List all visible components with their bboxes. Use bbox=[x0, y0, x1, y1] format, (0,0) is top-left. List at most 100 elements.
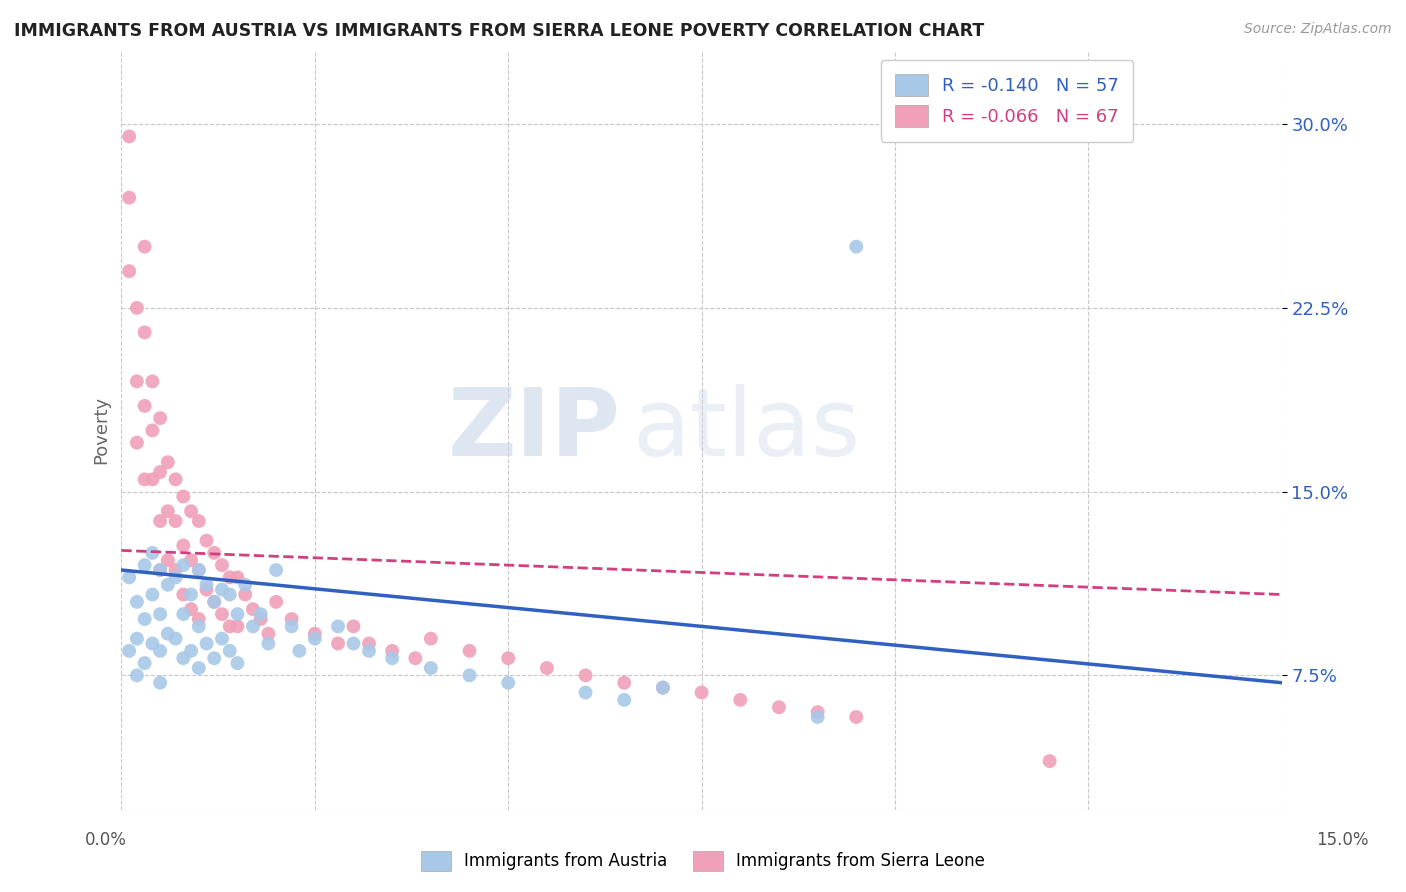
Point bbox=[249, 607, 271, 621]
Point bbox=[226, 607, 249, 621]
Point bbox=[180, 644, 202, 658]
Legend: Immigrants from Austria, Immigrants from Sierra Leone: Immigrants from Austria, Immigrants from… bbox=[413, 842, 993, 880]
Point bbox=[202, 546, 225, 560]
Point bbox=[149, 675, 172, 690]
Point bbox=[156, 626, 179, 640]
Point bbox=[125, 435, 148, 450]
Point bbox=[172, 558, 194, 573]
Y-axis label: Poverty: Poverty bbox=[93, 396, 110, 465]
Point bbox=[226, 656, 249, 670]
Point bbox=[187, 619, 209, 633]
Point bbox=[242, 619, 264, 633]
Point bbox=[118, 191, 141, 205]
Point bbox=[165, 514, 187, 528]
Point bbox=[690, 685, 713, 699]
Point bbox=[218, 588, 240, 602]
Point bbox=[249, 612, 271, 626]
Point bbox=[156, 504, 179, 518]
Point bbox=[187, 563, 209, 577]
Point bbox=[149, 563, 172, 577]
Point bbox=[141, 375, 163, 389]
Point bbox=[574, 685, 596, 699]
Point bbox=[728, 693, 751, 707]
Point bbox=[257, 626, 280, 640]
Point bbox=[326, 619, 349, 633]
Point bbox=[264, 563, 287, 577]
Text: atlas: atlas bbox=[631, 384, 860, 476]
Legend: R = -0.140   N = 57, R = -0.066   N = 67: R = -0.140 N = 57, R = -0.066 N = 67 bbox=[880, 60, 1133, 142]
Point bbox=[118, 570, 141, 584]
Point bbox=[202, 595, 225, 609]
Point bbox=[134, 326, 156, 340]
Point bbox=[357, 644, 380, 658]
Point bbox=[141, 588, 163, 602]
Point bbox=[357, 636, 380, 650]
Point bbox=[845, 710, 868, 724]
Point bbox=[141, 636, 163, 650]
Point bbox=[218, 570, 240, 584]
Text: IMMIGRANTS FROM AUSTRIA VS IMMIGRANTS FROM SIERRA LEONE POVERTY CORRELATION CHAR: IMMIGRANTS FROM AUSTRIA VS IMMIGRANTS FR… bbox=[14, 22, 984, 40]
Point bbox=[172, 588, 194, 602]
Point bbox=[218, 619, 240, 633]
Point bbox=[280, 612, 302, 626]
Point bbox=[211, 558, 233, 573]
Point bbox=[342, 619, 364, 633]
Point bbox=[149, 563, 172, 577]
Point bbox=[134, 240, 156, 254]
Point bbox=[288, 644, 311, 658]
Text: 0.0%: 0.0% bbox=[84, 831, 127, 849]
Point bbox=[211, 582, 233, 597]
Point bbox=[651, 681, 673, 695]
Point bbox=[257, 636, 280, 650]
Point bbox=[233, 578, 256, 592]
Point bbox=[134, 558, 156, 573]
Point bbox=[149, 465, 172, 479]
Point bbox=[180, 504, 202, 518]
Point bbox=[404, 651, 426, 665]
Point bbox=[172, 490, 194, 504]
Point bbox=[807, 710, 830, 724]
Point bbox=[242, 602, 264, 616]
Point bbox=[202, 595, 225, 609]
Point bbox=[419, 632, 441, 646]
Point bbox=[211, 632, 233, 646]
Point bbox=[574, 668, 596, 682]
Point bbox=[125, 668, 148, 682]
Point bbox=[458, 668, 481, 682]
Point bbox=[118, 129, 141, 144]
Point bbox=[768, 700, 790, 714]
Point bbox=[125, 375, 148, 389]
Point bbox=[134, 612, 156, 626]
Point bbox=[218, 644, 240, 658]
Point bbox=[149, 644, 172, 658]
Point bbox=[165, 472, 187, 486]
Point bbox=[134, 399, 156, 413]
Point bbox=[125, 632, 148, 646]
Point bbox=[125, 595, 148, 609]
Point bbox=[125, 301, 148, 315]
Point bbox=[202, 651, 225, 665]
Point bbox=[195, 578, 218, 592]
Point bbox=[613, 675, 636, 690]
Point bbox=[845, 240, 868, 254]
Point bbox=[165, 632, 187, 646]
Point bbox=[195, 533, 218, 548]
Point bbox=[233, 588, 256, 602]
Point bbox=[134, 656, 156, 670]
Point bbox=[280, 619, 302, 633]
Point bbox=[172, 539, 194, 553]
Point bbox=[187, 514, 209, 528]
Point bbox=[165, 570, 187, 584]
Point bbox=[264, 595, 287, 609]
Point bbox=[419, 661, 441, 675]
Point bbox=[180, 588, 202, 602]
Point bbox=[172, 651, 194, 665]
Text: 15.0%: 15.0% bbox=[1316, 831, 1369, 849]
Text: ZIP: ZIP bbox=[447, 384, 620, 476]
Point bbox=[118, 644, 141, 658]
Point bbox=[226, 619, 249, 633]
Point bbox=[1039, 754, 1062, 768]
Point bbox=[651, 681, 673, 695]
Point bbox=[458, 644, 481, 658]
Point bbox=[381, 651, 404, 665]
